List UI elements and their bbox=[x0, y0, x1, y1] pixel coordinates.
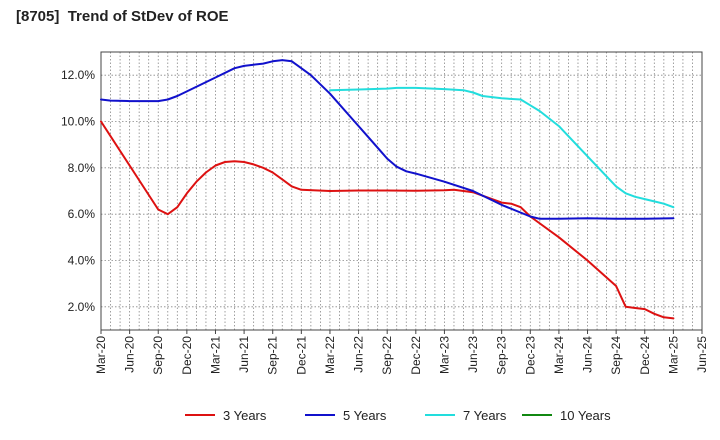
legend-label: 5 Years bbox=[343, 408, 387, 423]
y-tick-label: 12.0% bbox=[61, 68, 95, 82]
x-tick-label: Jun-23 bbox=[466, 336, 480, 373]
x-tick-label: Sep-21 bbox=[266, 336, 280, 375]
series-line-5-years bbox=[100, 59, 675, 220]
legend: 3 Years 5 Years 7 Years 10 Years bbox=[185, 408, 611, 423]
x-tick-label: Sep-20 bbox=[151, 336, 165, 375]
y-tick-label: 2.0% bbox=[68, 300, 96, 314]
x-tick-label: Mar-24 bbox=[552, 336, 566, 374]
x-tick-label: Mar-22 bbox=[323, 336, 337, 374]
x-tick-label: Mar-23 bbox=[437, 336, 451, 374]
x-tick-label: Sep-24 bbox=[609, 336, 623, 375]
x-tick-label: Sep-23 bbox=[495, 336, 509, 375]
series-layer bbox=[100, 59, 675, 320]
legend-label: 7 Years bbox=[463, 408, 507, 423]
x-tick-label: Jun-21 bbox=[237, 336, 251, 373]
axis-layer: 2.0% 4.0% 6.0% 8.0% 10.0% 12.0% Mar-20 Jun-20 Se… bbox=[61, 51, 709, 375]
x-tick-label: Mar-21 bbox=[208, 336, 222, 374]
y-tick-label: 4.0% bbox=[68, 254, 96, 268]
legend-label: 3 Years bbox=[223, 408, 267, 423]
grid-layer bbox=[101, 52, 702, 330]
x-tick-label: Dec-22 bbox=[409, 336, 423, 375]
x-tick-label: Dec-23 bbox=[523, 336, 537, 375]
legend-label: 10 Years bbox=[560, 408, 611, 423]
x-tick-label: Jun-20 bbox=[123, 336, 137, 373]
x-tick-label: Jun-24 bbox=[581, 336, 595, 373]
x-tick-label: Mar-25 bbox=[666, 336, 680, 374]
chart-title: [8705] Trend of StDev of ROE bbox=[16, 8, 229, 25]
x-tick-label: Jun-25 bbox=[695, 336, 709, 373]
x-tick-label: Dec-24 bbox=[638, 336, 652, 375]
y-tick-label: 6.0% bbox=[68, 207, 96, 221]
y-tick-label: 8.0% bbox=[68, 161, 96, 175]
x-tick-label: Sep-22 bbox=[380, 336, 394, 375]
y-tick-label: 10.0% bbox=[61, 115, 95, 129]
series-line-3-years bbox=[100, 120, 675, 320]
x-tick-label: Dec-21 bbox=[294, 336, 308, 375]
plot-border bbox=[100, 51, 703, 331]
x-tick-label: Dec-20 bbox=[180, 336, 194, 375]
x-tick-label: Mar-20 bbox=[94, 336, 108, 374]
x-tick-label: Jun-22 bbox=[352, 336, 366, 373]
series-line-7-years bbox=[329, 86, 675, 209]
